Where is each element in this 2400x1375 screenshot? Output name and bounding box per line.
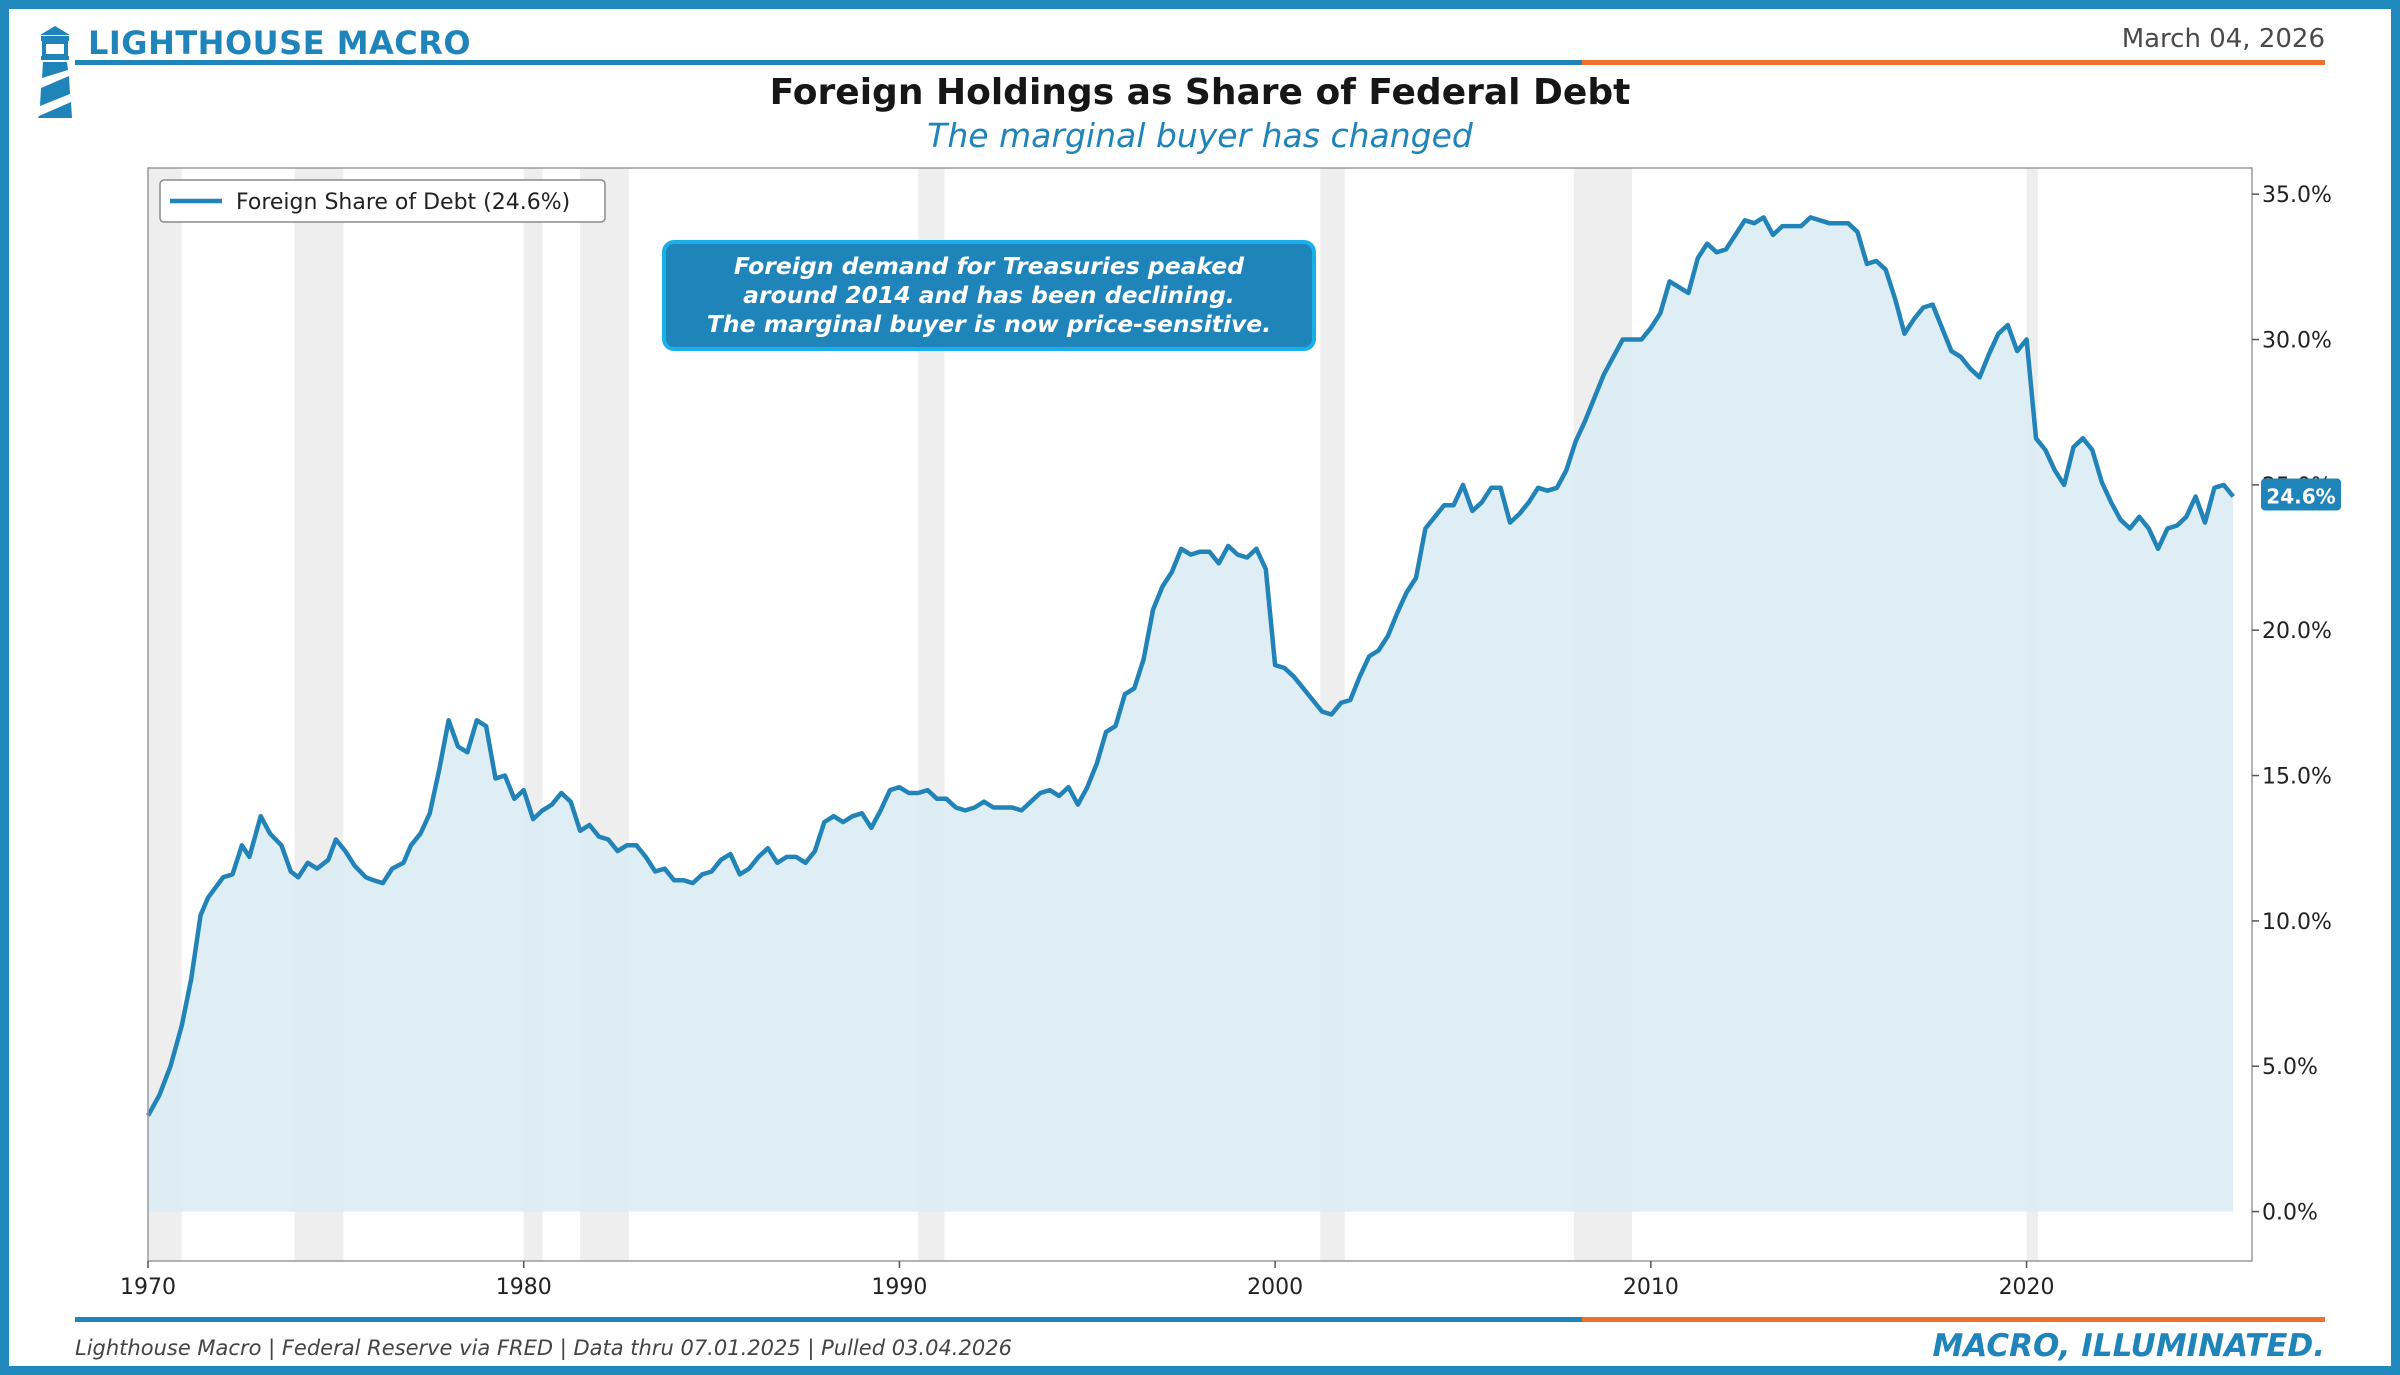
series-line — [146, 215, 2235, 1117]
x-tick-label: 2000 — [1247, 1275, 1303, 1300]
chart-subtitle: The marginal buyer has changed — [927, 116, 1473, 155]
last-value-label: 24.6% — [2266, 484, 2335, 508]
header-rule-blue — [75, 60, 1582, 65]
lighthouse-logo — [38, 26, 72, 118]
legend-box — [159, 179, 606, 223]
x-tick-label: 1990 — [871, 1275, 927, 1300]
y-tick-label: 15.0% — [2262, 765, 2332, 790]
report-date: March 04, 2026 — [2121, 24, 2325, 54]
annotation-line: Foreign demand for Treasuries peaked — [734, 252, 1245, 280]
legend: Foreign Share of Debt (24.6%) — [159, 179, 606, 223]
y-tick-label: 10.0% — [2262, 910, 2332, 935]
brand-name: LIGHTHOUSE MACRO — [88, 24, 472, 62]
annotation-box — [662, 240, 1316, 351]
x-tick-label: 1970 — [120, 1275, 176, 1300]
x-tick-label: 1980 — [496, 1275, 552, 1300]
chart-title: Foreign Holdings as Share of Federal Deb… — [769, 72, 1631, 113]
last-value-badge: 24.6% — [2261, 478, 2341, 511]
footer-tagline: MACRO, ILLUMINATED. — [1932, 1328, 2325, 1364]
header-rule-orange — [1582, 60, 2325, 65]
legend-label: Foreign Share of Debt (24.6%) — [236, 190, 570, 215]
x-tick-label: 2010 — [1623, 1275, 1679, 1300]
y-tick-label: 0.0% — [2262, 1201, 2318, 1226]
annotation-line: around 2014 and has been declining. — [743, 281, 1235, 309]
footer-rule-orange — [1582, 1317, 2325, 1322]
x-axis-ticks: 1970 1980 1990 2000 2010 2020 — [120, 1261, 2055, 1300]
y-axis-ticks: 0.0%5.0%10.0%15.0%20.0%25.0%30.0%35.0% — [2252, 183, 2332, 1226]
annotation: Foreign demand for Treasuries peaked arou… — [662, 240, 1316, 351]
annotation-text: Foreign demand for Treasuries peaked arou… — [707, 252, 1271, 338]
y-tick-label: 30.0% — [2262, 329, 2332, 354]
plot-border — [147, 167, 2253, 1262]
footer-source: Lighthouse Macro | Federal Reserve via F… — [75, 1336, 1012, 1360]
x-tick-label: 2020 — [1999, 1275, 2055, 1300]
y-tick-label: 20.0% — [2262, 619, 2332, 644]
series-area-fill — [148, 217, 2234, 1212]
y-tick-label: 35.0% — [2262, 183, 2332, 208]
annotation-line: The marginal buyer is now price-sensitiv… — [707, 310, 1271, 338]
footer-rule-blue — [75, 1317, 1582, 1322]
last-value-badge-box — [2261, 478, 2341, 511]
y-tick-label: 5.0% — [2262, 1055, 2318, 1080]
